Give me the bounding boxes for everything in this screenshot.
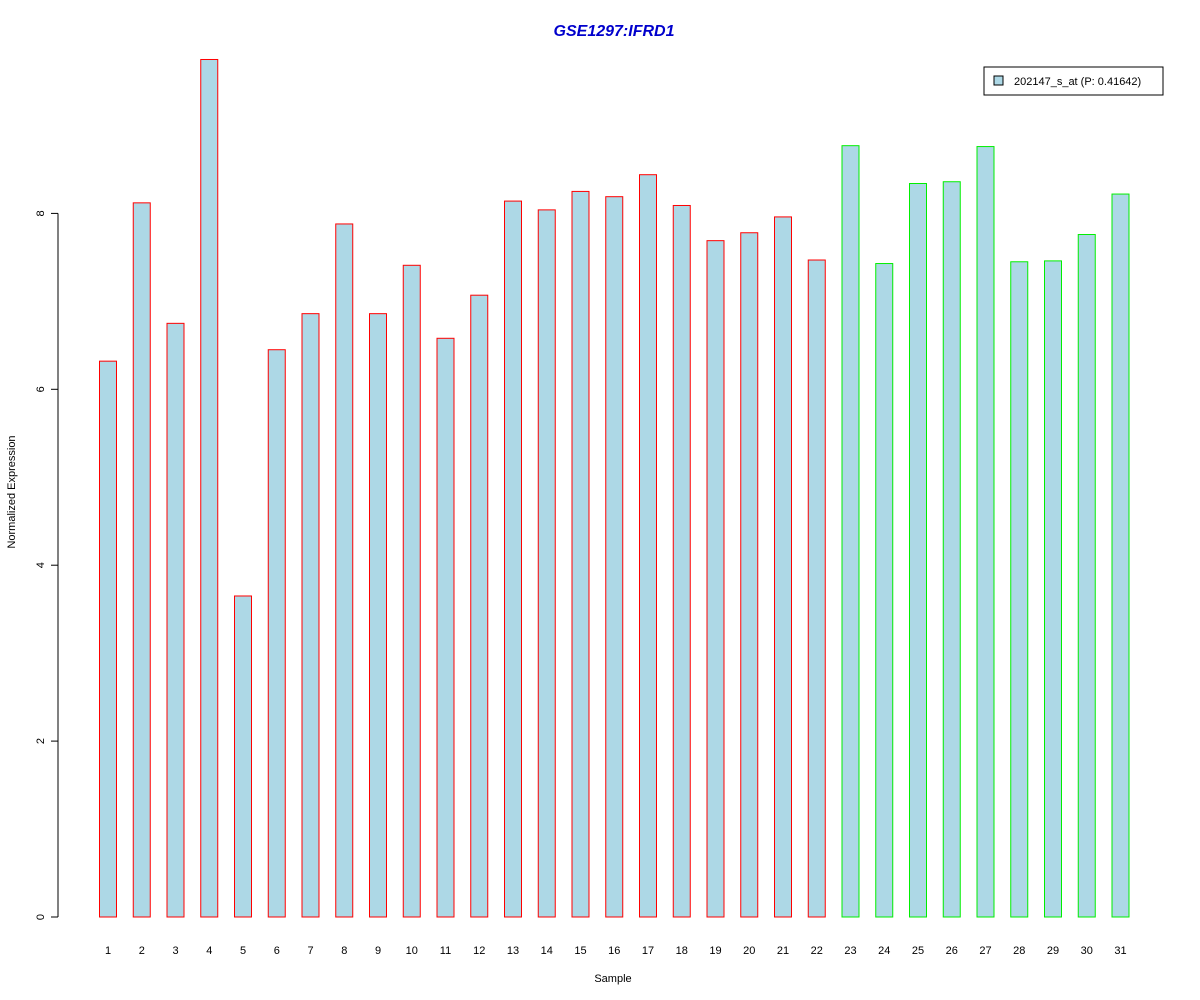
bar bbox=[99, 360, 117, 918]
bar bbox=[976, 146, 995, 918]
bar bbox=[166, 322, 185, 918]
bar bbox=[132, 202, 151, 918]
x-tick-label: 21 bbox=[777, 945, 789, 957]
bar bbox=[335, 223, 354, 918]
bar bbox=[234, 595, 252, 918]
x-tick-labels: 1 2 3 4 5 6 7 8 9 10 11 12 13 14 15 16 17 18 19 20 21 22 23 24 2… bbox=[105, 945, 1127, 957]
y-tick-label: 6 bbox=[35, 386, 47, 392]
bar bbox=[436, 337, 455, 918]
legend-box bbox=[983, 66, 1164, 96]
y-tick-label: 8 bbox=[35, 210, 47, 216]
x-tick-label: 11 bbox=[440, 945, 451, 957]
x-tick-label: 8 bbox=[341, 945, 347, 957]
bar bbox=[706, 240, 725, 918]
bar bbox=[875, 263, 894, 918]
bar bbox=[301, 313, 320, 918]
y-tick-label: 2 bbox=[35, 738, 47, 744]
bar bbox=[267, 349, 286, 918]
x-tick-label: 10 bbox=[406, 945, 418, 957]
x-tick-label: 18 bbox=[676, 945, 688, 957]
x-tick-label: 9 bbox=[375, 945, 381, 957]
bar bbox=[841, 145, 860, 918]
bar bbox=[571, 190, 590, 918]
bar bbox=[672, 204, 691, 918]
bar bbox=[537, 209, 556, 918]
x-tick-label: 7 bbox=[307, 945, 313, 957]
x-tick-label: 14 bbox=[541, 945, 553, 957]
bar bbox=[402, 264, 421, 918]
bar bbox=[504, 200, 522, 918]
x-tick-label: 26 bbox=[946, 945, 958, 957]
legend-label: 202147_s_at (P: 0.41642) bbox=[1014, 76, 1141, 88]
x-tick-label: 25 bbox=[912, 945, 924, 957]
bar bbox=[369, 313, 387, 918]
y-tick-label: 4 bbox=[35, 562, 47, 568]
x-tick-label: 27 bbox=[979, 945, 991, 957]
bar bbox=[740, 232, 759, 918]
x-tick-label: 6 bbox=[274, 945, 280, 957]
bar bbox=[1044, 260, 1062, 918]
legend: 202147_s_at (P: 0.41642) bbox=[983, 66, 1164, 96]
bar bbox=[807, 259, 826, 918]
bar bbox=[1111, 193, 1130, 918]
bar bbox=[774, 216, 792, 918]
legend-swatch bbox=[993, 75, 1004, 86]
bar bbox=[909, 182, 927, 918]
x-tick-label: 5 bbox=[240, 945, 246, 957]
x-tick-label: 28 bbox=[1013, 945, 1025, 957]
bar bbox=[605, 196, 624, 918]
x-tick-label: 30 bbox=[1081, 945, 1093, 957]
chart-title: GSE1297:IFRD1 bbox=[554, 23, 675, 40]
x-tick-label: 24 bbox=[878, 945, 890, 957]
x-tick-label: 19 bbox=[709, 945, 721, 957]
x-tick-label: 17 bbox=[642, 945, 654, 957]
x-tick-label: 16 bbox=[608, 945, 620, 957]
y-axis-label: Normalized Expression bbox=[6, 435, 18, 548]
x-tick-label: 4 bbox=[206, 945, 212, 957]
bar bbox=[200, 58, 219, 918]
x-tick-label: 29 bbox=[1047, 945, 1059, 957]
bar bbox=[1010, 261, 1029, 918]
bar bbox=[639, 174, 657, 918]
bar bbox=[1077, 234, 1096, 918]
bar-series bbox=[99, 58, 1130, 918]
bar bbox=[942, 181, 961, 918]
y-tick-label: 0 bbox=[35, 914, 47, 920]
x-tick-label: 22 bbox=[811, 945, 823, 957]
y-axis: 0 2 4 6 8 bbox=[35, 210, 59, 920]
x-tick-label: 13 bbox=[507, 945, 519, 957]
x-tick-label: 20 bbox=[743, 945, 755, 957]
x-tick-label: 31 bbox=[1114, 945, 1126, 957]
x-tick-label: 2 bbox=[139, 945, 145, 957]
x-tick-label: 23 bbox=[844, 945, 856, 957]
bar bbox=[470, 294, 489, 918]
x-axis-label: Sample bbox=[594, 973, 631, 985]
x-tick-label: 3 bbox=[172, 945, 178, 957]
x-tick-label: 1 bbox=[105, 945, 111, 957]
x-tick-label: 15 bbox=[574, 945, 586, 957]
x-tick-label: 12 bbox=[473, 945, 485, 957]
